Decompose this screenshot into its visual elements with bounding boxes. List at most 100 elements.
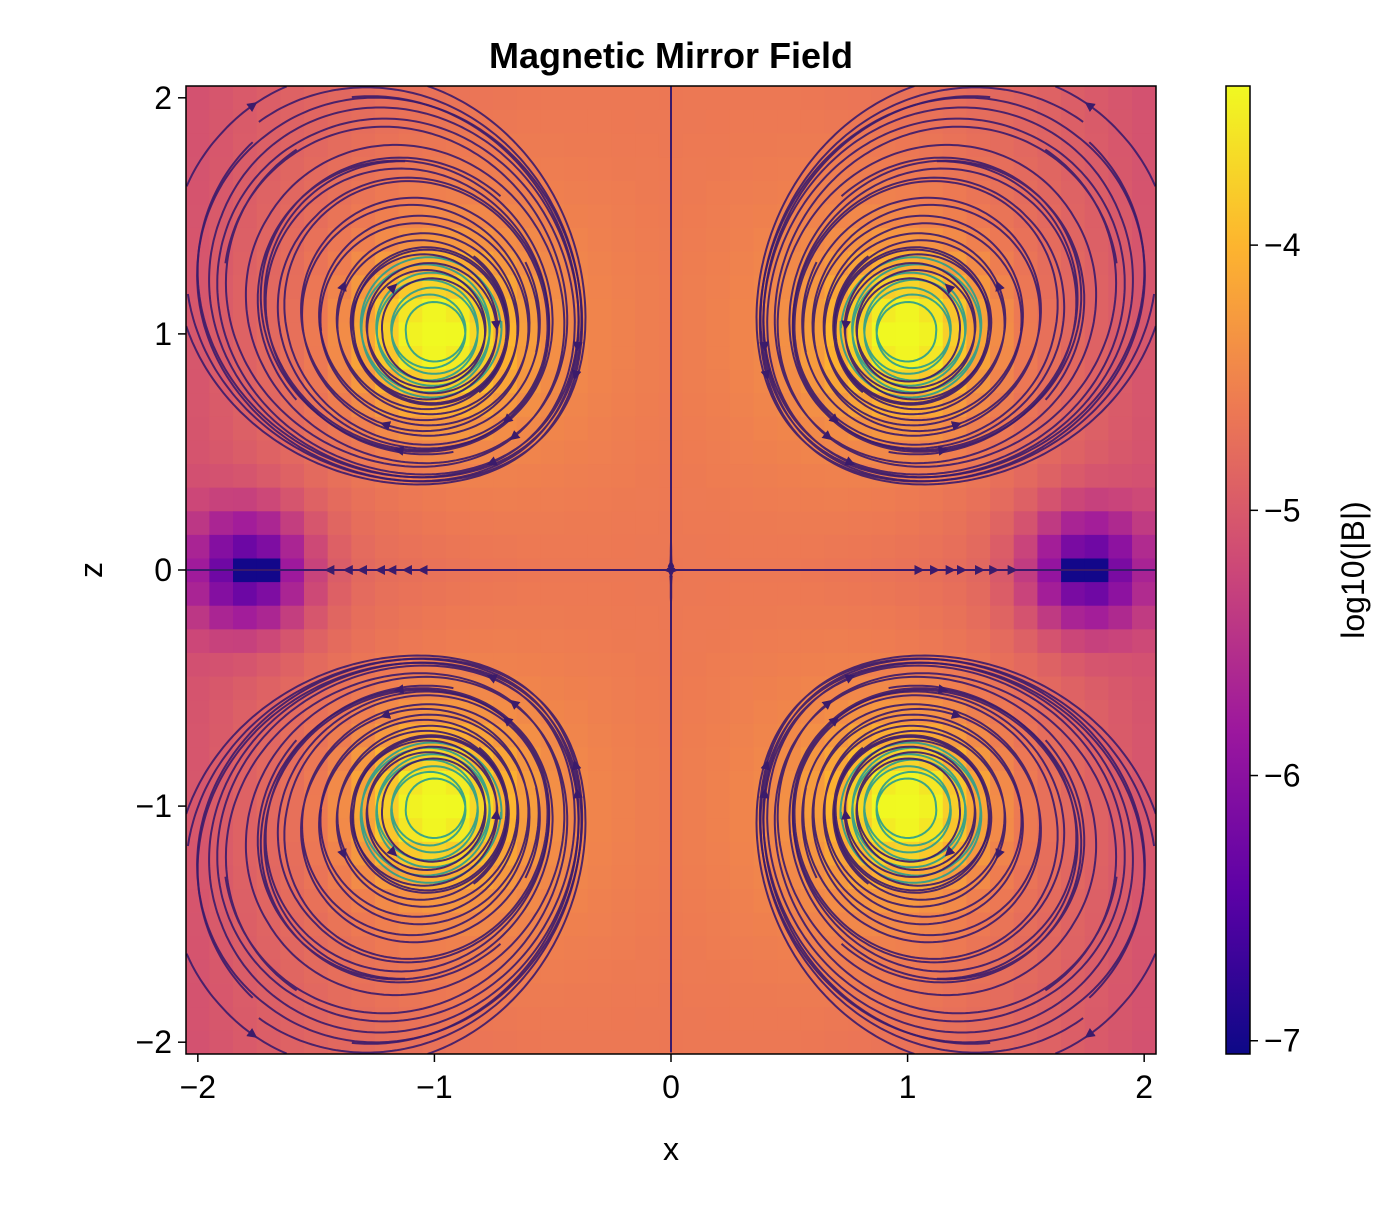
heatmap-cell bbox=[1061, 463, 1085, 487]
heatmap-cell bbox=[541, 582, 565, 606]
heatmap-cell bbox=[1061, 511, 1085, 535]
heatmap-cell bbox=[304, 534, 328, 558]
heatmap-cell bbox=[304, 487, 328, 511]
heatmap-cell bbox=[257, 959, 281, 983]
heatmap-cell bbox=[1014, 818, 1038, 842]
heatmap-cell bbox=[706, 841, 730, 865]
heatmap-cell bbox=[257, 605, 281, 629]
heatmap-cell bbox=[1085, 629, 1109, 653]
heatmap-cell bbox=[541, 157, 565, 181]
heatmap-cell bbox=[612, 487, 636, 511]
y-axis-label: z bbox=[73, 562, 109, 578]
heatmap-cell bbox=[470, 1030, 494, 1054]
heatmap-cell bbox=[1061, 534, 1085, 558]
heatmap-cell bbox=[635, 605, 659, 629]
heatmap-cell bbox=[588, 747, 612, 771]
heatmap-cell bbox=[612, 747, 636, 771]
heatmap-cell bbox=[517, 534, 541, 558]
heatmap-cell bbox=[588, 322, 612, 346]
heatmap-cell bbox=[706, 275, 730, 299]
heatmap-cell bbox=[470, 511, 494, 535]
heatmap-cell bbox=[635, 912, 659, 936]
heatmap-cell bbox=[777, 1030, 801, 1054]
heatmap-cell bbox=[612, 86, 636, 110]
heatmap-cell bbox=[824, 605, 848, 629]
heatmap-cell bbox=[754, 180, 778, 204]
heatmap-cell bbox=[706, 157, 730, 181]
heatmap-cell bbox=[588, 251, 612, 275]
heatmap-cell bbox=[351, 511, 375, 535]
heatmap-cell bbox=[280, 605, 304, 629]
heatmap-cell bbox=[730, 676, 754, 700]
heatmap-cell bbox=[730, 227, 754, 251]
heatmap-cell bbox=[1085, 865, 1109, 889]
heatmap-cell bbox=[186, 700, 210, 724]
heatmap-cell bbox=[730, 700, 754, 724]
heatmap-cell bbox=[328, 983, 352, 1007]
heatmap-cell bbox=[1132, 959, 1156, 983]
heatmap-cell bbox=[824, 1030, 848, 1054]
heatmap-cell bbox=[1014, 511, 1038, 535]
heatmap-cell bbox=[564, 534, 588, 558]
heatmap-cell bbox=[588, 463, 612, 487]
heatmap-cell bbox=[635, 511, 659, 535]
heatmap-cell bbox=[919, 322, 943, 346]
heatmap-cell bbox=[824, 534, 848, 558]
heatmap-cell bbox=[612, 345, 636, 369]
heatmap-cell bbox=[683, 700, 707, 724]
heatmap-cell bbox=[848, 86, 872, 110]
heatmap-cell bbox=[209, 109, 233, 133]
heatmap-cell bbox=[706, 345, 730, 369]
heatmap-cell bbox=[588, 204, 612, 228]
heatmap-cell bbox=[1085, 487, 1109, 511]
heatmap-cell bbox=[754, 605, 778, 629]
heatmap-cell bbox=[375, 629, 399, 653]
heatmap-cell bbox=[541, 133, 565, 157]
colorbar-ticks: −7−6−5−4 bbox=[1250, 227, 1300, 1059]
heatmap-cell bbox=[351, 487, 375, 511]
heatmap-cell bbox=[422, 605, 446, 629]
heatmap-cell bbox=[257, 133, 281, 157]
heatmap-cell bbox=[446, 511, 470, 535]
streamline-arrow bbox=[399, 689, 403, 690]
heatmap-cell bbox=[1132, 133, 1156, 157]
heatmap-cell bbox=[990, 629, 1014, 653]
heatmap-cell bbox=[966, 511, 990, 535]
heatmap-cell bbox=[588, 393, 612, 417]
heatmap-cell bbox=[730, 605, 754, 629]
x-tick-label: −2 bbox=[180, 1069, 216, 1105]
heatmap-cell bbox=[209, 676, 233, 700]
heatmap-cell bbox=[1132, 983, 1156, 1007]
heatmap-cell bbox=[399, 936, 423, 960]
heatmap-cell bbox=[683, 322, 707, 346]
heatmap-cell bbox=[541, 983, 565, 1007]
heatmap-cell bbox=[683, 86, 707, 110]
heatmap-cell bbox=[966, 534, 990, 558]
heatmap-cell bbox=[541, 86, 565, 110]
heatmap-cell bbox=[186, 534, 210, 558]
heatmap-cell bbox=[280, 322, 304, 346]
heatmap-cell bbox=[422, 582, 446, 606]
heatmap-cell bbox=[635, 676, 659, 700]
heatmap-cell bbox=[1014, 794, 1038, 818]
colorbar-tick-label: −6 bbox=[1264, 758, 1300, 794]
heatmap-cell bbox=[1108, 511, 1132, 535]
heatmap-cell bbox=[233, 440, 257, 464]
heatmap-cell bbox=[801, 629, 825, 653]
heatmap-cell bbox=[612, 157, 636, 181]
heatmap-cell bbox=[209, 582, 233, 606]
heatmap-cell bbox=[493, 86, 517, 110]
heatmap-cell bbox=[233, 700, 257, 724]
heatmap-cell bbox=[588, 1030, 612, 1054]
heatmap-cell bbox=[375, 109, 399, 133]
heatmap-cell bbox=[754, 463, 778, 487]
heatmap-cell bbox=[730, 157, 754, 181]
heatmap-cell bbox=[280, 511, 304, 535]
heatmap-cell bbox=[209, 416, 233, 440]
heatmap-cell bbox=[635, 180, 659, 204]
heatmap-cell bbox=[351, 605, 375, 629]
heatmap-cell bbox=[1132, 463, 1156, 487]
heatmap-cell bbox=[683, 770, 707, 794]
heatmap-cell bbox=[848, 629, 872, 653]
